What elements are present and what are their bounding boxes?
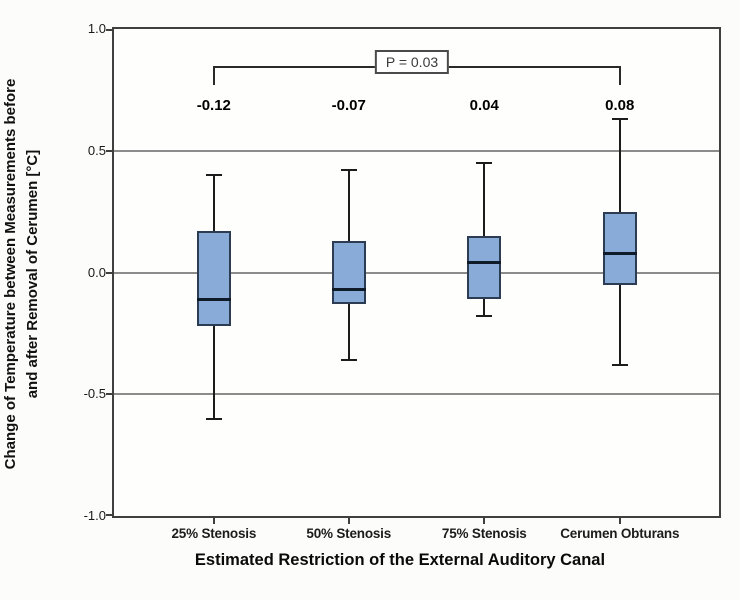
whisker-cap-top xyxy=(340,169,357,172)
box-iqr xyxy=(196,231,231,327)
median-line xyxy=(196,297,231,301)
box-iqr xyxy=(331,240,366,305)
y-axis-tick-label: 0.0 xyxy=(87,264,106,280)
whisker-cap-top xyxy=(611,118,628,121)
median-line xyxy=(602,251,637,255)
mean-value-label: -0.07 xyxy=(331,97,366,114)
bracket-end-right xyxy=(618,66,621,85)
whisker-cap-top xyxy=(205,174,222,177)
bracket-end-left xyxy=(212,66,215,85)
x-axis-tick xyxy=(483,516,486,524)
gridline xyxy=(114,149,719,152)
x-axis-tick xyxy=(212,516,215,524)
box-iqr xyxy=(467,235,502,300)
whisker-cap-bottom xyxy=(340,359,357,362)
gridline xyxy=(114,271,719,274)
median-line xyxy=(331,288,366,292)
mean-value-label: 0.08 xyxy=(605,97,635,114)
x-axis-tick-label: Cerumen Obturans xyxy=(560,526,680,541)
x-axis-tick-label: 50% Stenosis xyxy=(306,526,392,541)
box-iqr xyxy=(602,211,637,285)
y-axis-tick-label: 0.5 xyxy=(87,142,106,158)
y-axis-tick-label: 1.0 xyxy=(87,21,106,36)
x-axis-title: Estimated Restriction of the External Au… xyxy=(194,551,606,569)
y-axis-title: Change of Temperature between Measuremen… xyxy=(0,44,44,504)
mean-value-label: 0.04 xyxy=(469,97,499,114)
whisker-cap-top xyxy=(476,161,493,164)
whisker-cap-bottom xyxy=(476,315,493,318)
x-axis-tick xyxy=(347,516,350,524)
y-axis-title-line1: Change of Temperature between Measuremen… xyxy=(2,78,19,470)
plot-area: 1.0 0.5 0.0 -0.5 -1.0 25% Stenosis 50% Stenosi… xyxy=(84,21,721,541)
y-axis-title-line2: and after Removal of Cerumen [°C] xyxy=(24,149,41,399)
y-axis-tick xyxy=(106,29,114,31)
y-axis-tick xyxy=(106,393,114,396)
y-axis-tick-label: -0.5 xyxy=(83,386,106,402)
x-axis-tick xyxy=(618,516,621,524)
p-value-label: P = 0.03 xyxy=(374,50,450,74)
y-axis-tick-label: -1.0 xyxy=(83,508,106,523)
x-axis-tick-label: 75% Stenosis xyxy=(441,526,527,541)
gridline xyxy=(114,393,719,396)
whisker-cap-bottom xyxy=(611,364,628,367)
mean-value-label: -0.12 xyxy=(196,97,231,114)
y-axis-tick xyxy=(106,514,114,516)
y-axis-tick xyxy=(106,271,114,274)
median-line xyxy=(467,261,502,265)
x-axis-tick-label: 25% Stenosis xyxy=(171,526,257,541)
whisker-cap-bottom xyxy=(205,417,222,420)
y-axis-tick xyxy=(106,149,114,152)
